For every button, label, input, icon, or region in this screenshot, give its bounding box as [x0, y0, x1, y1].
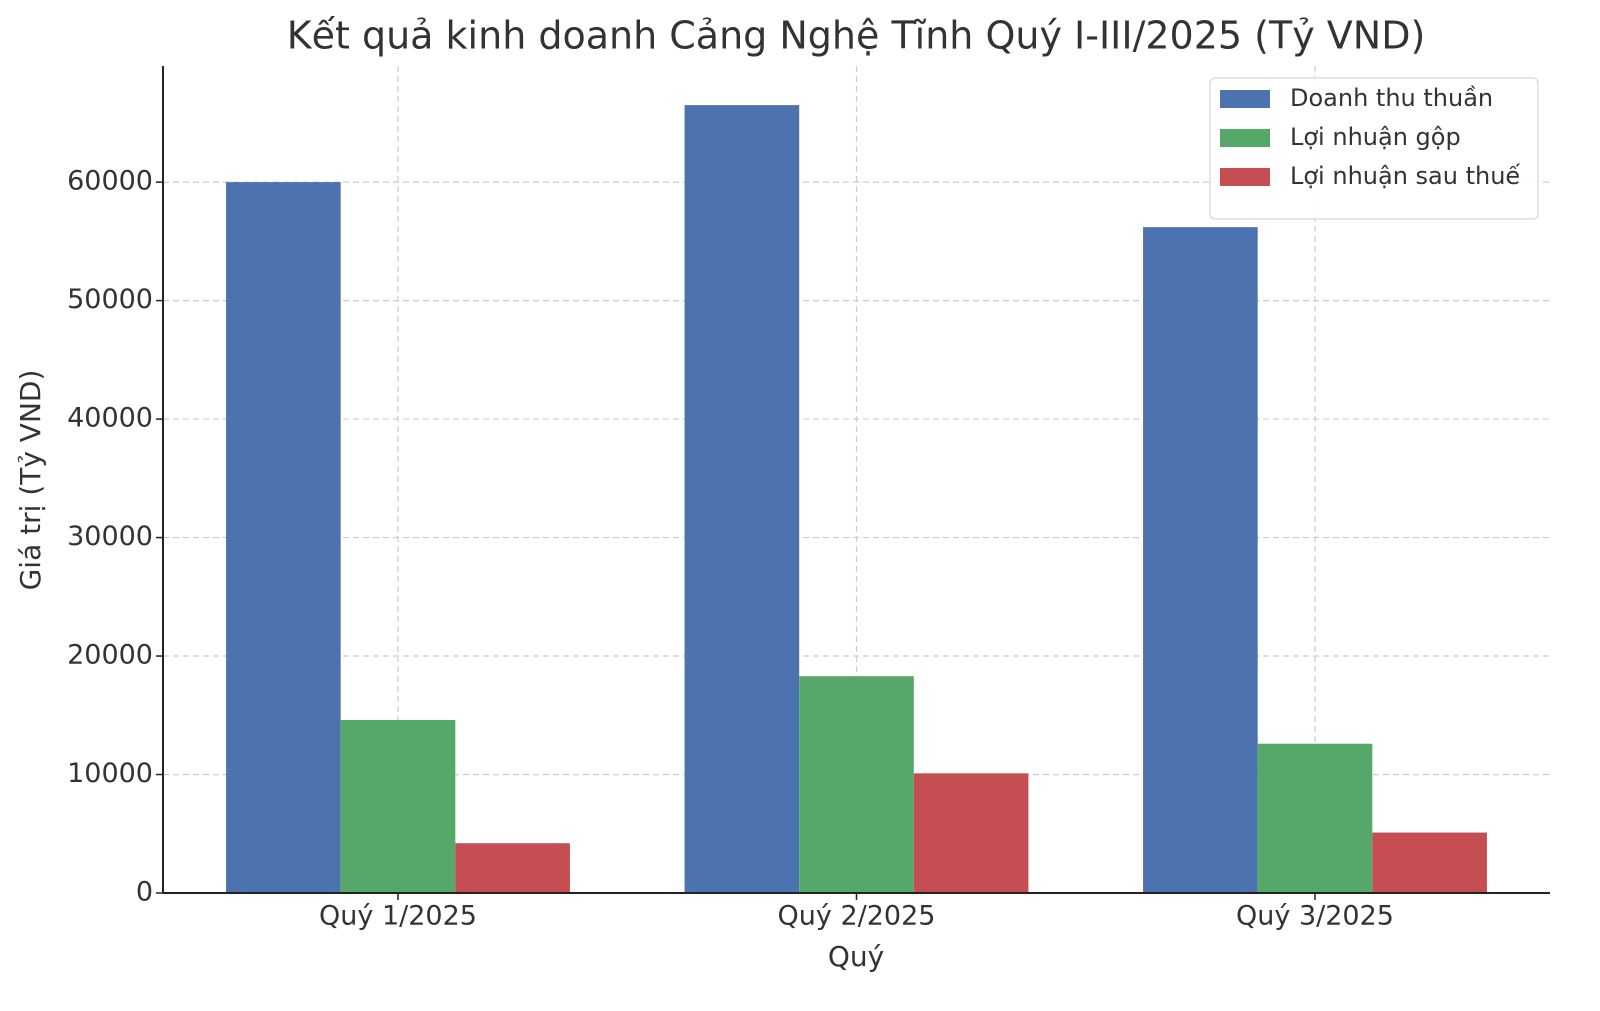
bar	[1372, 832, 1487, 893]
legend: Doanh thu thuần Lợi nhuận gộp Lợi nhuận sa…	[1209, 77, 1539, 220]
legend-label: Lợi nhuận gộp	[1290, 123, 1461, 151]
legend-label: Lợi nhuận sau thuế	[1290, 162, 1520, 190]
y-axis-label: Giá trị (Tỷ VND)	[14, 370, 47, 591]
legend-swatch	[1220, 168, 1270, 186]
legend-swatch	[1220, 90, 1270, 108]
x-axis-label: Quý	[828, 940, 884, 973]
chart-title: Kết quả kinh doanh Cảng Nghệ Tĩnh Quý I-…	[287, 14, 1426, 58]
bar	[1257, 743, 1373, 893]
bar	[913, 773, 1029, 893]
bar	[226, 182, 341, 893]
bar	[799, 676, 914, 893]
y-tick-label: 10000	[67, 758, 153, 789]
x-tick-label: Quý 3/2025	[1236, 901, 1394, 932]
bar	[340, 720, 456, 893]
y-tick-label: 30000	[67, 521, 153, 552]
x-tick-label: Quý 1/2025	[319, 901, 477, 932]
legend-swatch	[1220, 129, 1270, 147]
y-tick-label: 0	[136, 877, 153, 908]
x-tick-label: Quý 2/2025	[778, 901, 936, 932]
y-tick-label: 40000	[67, 403, 153, 434]
bar	[1143, 227, 1258, 894]
bar	[684, 105, 800, 893]
legend-box	[1209, 77, 1539, 220]
y-tick-label: 20000	[67, 640, 153, 671]
bar	[455, 843, 570, 893]
y-tick-label: 60000	[67, 166, 153, 197]
y-tick-label: 50000	[67, 284, 153, 315]
legend-label: Doanh thu thuần	[1290, 84, 1493, 112]
